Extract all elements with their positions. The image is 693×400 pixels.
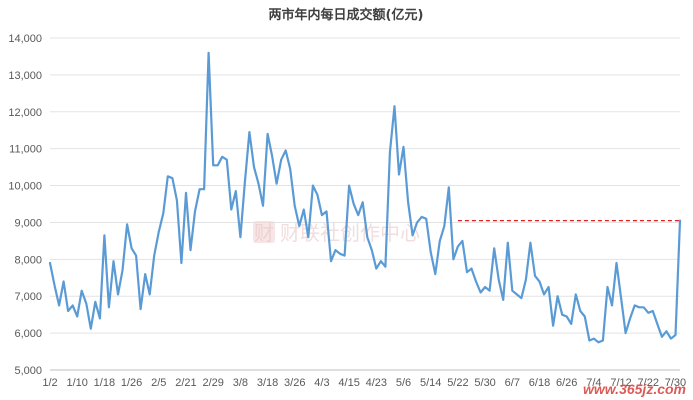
y-tick-label: 6,000 <box>14 328 42 340</box>
watermark: 财 财联社创作中心 <box>253 221 420 245</box>
x-tick-label: 4/3 <box>314 377 329 389</box>
x-tick-label: 7/4 <box>586 377 601 389</box>
y-tick-label: 5,000 <box>14 365 42 377</box>
series-line-path <box>48 51 682 344</box>
x-tick-label: 5/14 <box>420 377 441 389</box>
x-tick-label: 2/21 <box>175 377 196 389</box>
chart-title: 两市年内每日成交额(亿元) <box>269 7 424 23</box>
x-tick-label: 1/18 <box>94 377 115 389</box>
x-tick-label: 1/10 <box>66 377 87 389</box>
y-tick-label: 13,000 <box>8 70 42 82</box>
y-tick-label: 14,000 <box>8 33 42 45</box>
x-tick-label: 5/6 <box>396 377 411 389</box>
y-tick-label: 10,000 <box>8 181 42 193</box>
x-tick-label: 5/22 <box>447 377 468 389</box>
watermark-logo-box <box>253 221 275 243</box>
x-tick-label: 7/22 <box>638 377 659 389</box>
x-tick-label: 2/29 <box>202 377 223 389</box>
y-tick-label: 11,000 <box>9 144 42 156</box>
x-tick-label: 4/15 <box>338 377 359 389</box>
x-tick-label: 6/26 <box>556 377 577 389</box>
x-axis-ticks: 1/2 1/10 1/18 1/26 2/5 2/21 2/29 3/8 3/18 3/26 4/3… <box>42 377 686 389</box>
corner-watermark: www.365jz.com <box>583 381 686 397</box>
x-tick-label: 6/7 <box>505 377 520 389</box>
x-tick-label: 5/30 <box>474 377 495 389</box>
x-tick-label: 2/5 <box>151 377 166 389</box>
x-tick-label: 7/30 <box>665 377 686 389</box>
x-tick-label: 3/26 <box>284 377 305 389</box>
series-line <box>48 51 682 344</box>
y-axis-ticks: 5,000 6,000 7,000 8,000 9,000 10,000 11,000 12,… <box>8 33 42 377</box>
x-tick-label: 1/26 <box>121 377 142 389</box>
x-tick-label: 1/2 <box>42 377 57 389</box>
x-tick-label: 3/18 <box>257 377 278 389</box>
x-tick-label: 7/12 <box>610 377 631 389</box>
x-tick-label: 4/23 <box>366 377 387 389</box>
y-tick-label: 8,000 <box>14 254 42 266</box>
y-tick-label: 12,000 <box>8 107 42 119</box>
x-tick-label: 6/18 <box>529 377 550 389</box>
watermark-logo-char: 财 <box>254 221 274 245</box>
y-tick-label: 9,000 <box>14 217 42 229</box>
x-tick-label: 3/8 <box>233 377 248 389</box>
watermark-text: 财联社创作中心 <box>280 221 420 245</box>
y-tick-label: 7,000 <box>14 291 42 303</box>
